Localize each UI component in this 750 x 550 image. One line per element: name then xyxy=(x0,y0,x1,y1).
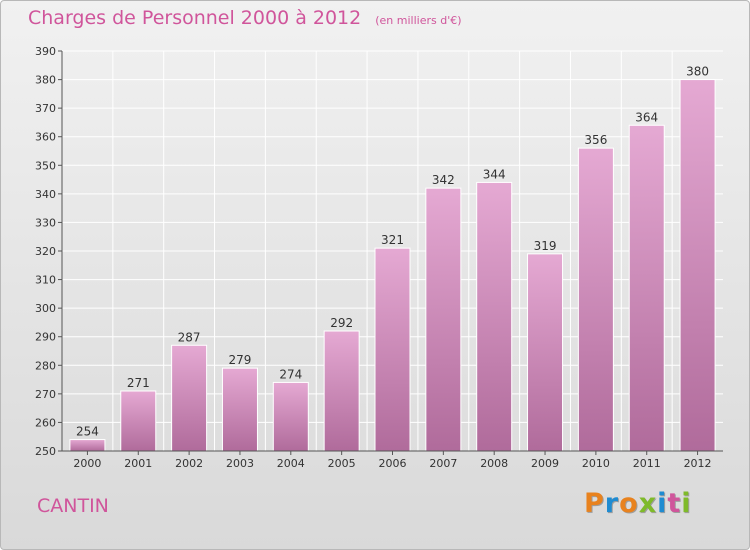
x-tick-label: 2003 xyxy=(226,457,254,470)
bar xyxy=(679,79,716,452)
y-tick-label: 350 xyxy=(35,159,56,172)
brand-letter: i xyxy=(681,488,692,519)
y-tick-label: 300 xyxy=(35,302,56,315)
bar-value-label: 292 xyxy=(330,316,353,330)
x-tick-label: 2007 xyxy=(429,457,457,470)
y-tick-label: 340 xyxy=(35,188,56,201)
x-tick-label: 2010 xyxy=(582,457,610,470)
y-tick-label: 280 xyxy=(35,359,56,372)
x-tick-label: 2009 xyxy=(531,457,559,470)
bar xyxy=(476,181,513,452)
x-tick-label: 2008 xyxy=(480,457,508,470)
y-tick-label: 250 xyxy=(35,445,56,458)
bar-value-label: 319 xyxy=(534,239,557,253)
y-tick-label: 270 xyxy=(35,388,56,401)
y-tick-label: 310 xyxy=(35,274,56,287)
bar-value-label: 364 xyxy=(635,110,658,124)
place-name: CANTIN xyxy=(37,495,109,517)
y-tick-label: 360 xyxy=(35,131,56,144)
y-tick-label: 370 xyxy=(35,102,56,115)
bar xyxy=(272,381,309,452)
bar-value-label: 342 xyxy=(432,173,455,187)
x-tick-label: 2002 xyxy=(175,457,203,470)
x-tick-label: 2006 xyxy=(379,457,407,470)
y-tick-label: 380 xyxy=(35,74,56,87)
x-tick-label: 2004 xyxy=(277,457,305,470)
bar xyxy=(69,439,106,452)
bar-value-label: 271 xyxy=(127,376,150,390)
y-tick-label: 330 xyxy=(35,216,56,229)
bar xyxy=(171,344,208,452)
title-row: Charges de Personnel 2000 à 2012 (en mill… xyxy=(28,7,462,29)
bar xyxy=(221,367,258,452)
bar xyxy=(374,247,411,452)
proxiti-logo: Proxiti xyxy=(584,488,692,519)
chart-subtitle: (en milliers d'€) xyxy=(375,14,462,27)
brand-letter: i xyxy=(657,488,668,519)
brand-letter: P xyxy=(584,488,605,519)
bar-value-label: 380 xyxy=(686,65,709,79)
bar-value-label: 274 xyxy=(279,367,302,381)
bar xyxy=(120,390,157,452)
x-tick-label: 2001 xyxy=(124,457,152,470)
brand-letter: t xyxy=(667,488,682,519)
brand-letter: x xyxy=(638,488,658,519)
y-tick-label: 290 xyxy=(35,331,56,344)
bar xyxy=(425,187,462,452)
x-tick-label: 2011 xyxy=(633,457,661,470)
bar-value-label: 279 xyxy=(229,353,252,367)
x-tick-label: 2000 xyxy=(73,457,101,470)
bar-value-label: 344 xyxy=(483,167,506,181)
y-tick-label: 260 xyxy=(35,416,56,429)
y-tick-label: 320 xyxy=(35,245,56,258)
bar-value-label: 321 xyxy=(381,233,404,247)
x-tick-label: 2012 xyxy=(684,457,712,470)
bar xyxy=(628,124,665,452)
brand-letter: o xyxy=(619,488,639,519)
bar xyxy=(323,330,360,452)
bar xyxy=(577,147,614,452)
bar xyxy=(527,253,564,452)
y-tick-label: 390 xyxy=(35,45,56,58)
bar-value-label: 254 xyxy=(76,425,99,439)
chart-title: Charges de Personnel 2000 à 2012 xyxy=(28,7,362,29)
x-tick-label: 2005 xyxy=(328,457,356,470)
bar-value-label: 356 xyxy=(584,133,607,147)
brand-letter: r xyxy=(604,488,620,519)
bar-value-label: 287 xyxy=(178,330,201,344)
